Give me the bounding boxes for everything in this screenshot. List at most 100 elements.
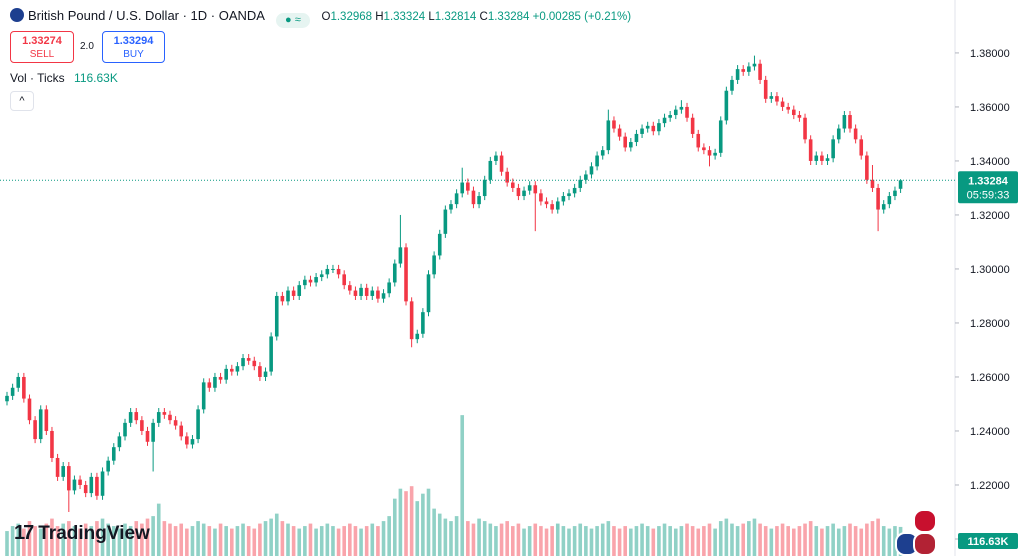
- volume-bar: [561, 526, 566, 556]
- volume-bar: [623, 526, 627, 556]
- volume-bar: [38, 528, 43, 556]
- volume-bar: [432, 508, 436, 556]
- volume-bar: [269, 518, 273, 556]
- volume-bar: [348, 523, 352, 556]
- volume-bar: [808, 521, 813, 556]
- ohlc-change: +0.00285 (+0.21%): [532, 11, 632, 23]
- candle-body: [224, 368, 228, 380]
- flag-icon[interactable]: [913, 509, 937, 533]
- volume-bar: [145, 518, 150, 556]
- y-tick-label: 1.26000: [970, 372, 1010, 384]
- ohlc-high: 1.33324: [383, 11, 426, 23]
- candle-body: [61, 466, 65, 477]
- candle-body: [38, 409, 43, 440]
- y-tick-label: 1.32000: [970, 210, 1010, 222]
- candle-body: [718, 120, 723, 153]
- candle-body: [263, 371, 268, 377]
- volume-bar: [752, 518, 757, 556]
- volume-bar: [67, 521, 71, 556]
- candle-body: [555, 201, 560, 210]
- volume-bar: [286, 523, 290, 556]
- candle-body: [72, 479, 77, 491]
- candle-body: [10, 387, 15, 396]
- volume-bar: [190, 526, 195, 556]
- volume-bar: [511, 526, 515, 556]
- candle-body: [842, 115, 847, 129]
- last-price-box: [958, 171, 1018, 204]
- volume-bar: [5, 531, 9, 556]
- sell-button[interactable]: 1.33274 SELL: [10, 31, 74, 63]
- candle-body: [679, 106, 684, 110]
- candle-body: [128, 412, 133, 423]
- watermark-text: TradingView: [38, 523, 150, 544]
- candle-body: [769, 96, 774, 99]
- y-tick-label: 1.24000: [970, 426, 1010, 438]
- ohlc-prefix: C: [479, 11, 488, 23]
- candle-body: [758, 63, 762, 80]
- candle-body: [881, 204, 886, 210]
- candle-body: [123, 422, 127, 437]
- candle-body: [443, 209, 448, 234]
- candle-body: [370, 290, 375, 296]
- volume-bar: [342, 526, 346, 556]
- candle-body: [207, 382, 212, 388]
- candle-body: [640, 128, 644, 134]
- flag-icon[interactable]: [913, 532, 937, 556]
- candle-body: [713, 152, 717, 156]
- volume-bar: [825, 526, 830, 556]
- volume-bar: [16, 523, 21, 556]
- volume-bar: [111, 526, 116, 556]
- buy-button[interactable]: 1.33294 BUY: [102, 31, 165, 63]
- sell-label: SELL: [29, 49, 55, 60]
- volume-bar: [494, 526, 498, 556]
- candle-body: [398, 247, 403, 264]
- candle-body: [437, 233, 442, 256]
- volume-bar: [584, 526, 588, 556]
- volume-bar: [134, 521, 139, 556]
- volume-bar: [72, 526, 77, 556]
- symbol-title[interactable]: British Pound / U.S. Dollar · 1D · OANDA: [28, 8, 265, 23]
- volume-bar: [763, 526, 768, 556]
- volume-bar: [89, 526, 94, 556]
- volume-bar: [168, 523, 172, 556]
- volume-bar: [848, 523, 852, 556]
- volume-bar: [769, 528, 774, 556]
- candle-body: [449, 204, 453, 210]
- volume-bar: [218, 523, 223, 556]
- candle-body: [213, 376, 217, 388]
- candle-body: [78, 479, 82, 485]
- status-badge[interactable]: ● ≈: [275, 13, 310, 28]
- buy-label: BUY: [123, 49, 144, 60]
- candle-body: [173, 420, 178, 426]
- candle-body: [831, 139, 835, 159]
- volume-bar: [645, 526, 650, 556]
- candle-body: [359, 287, 363, 296]
- candle-body: [887, 196, 892, 205]
- collapse-button[interactable]: ^: [10, 91, 34, 111]
- volume-bar: [319, 526, 324, 556]
- volume-name[interactable]: Vol · Ticks: [10, 71, 65, 85]
- volume-bar: [679, 526, 684, 556]
- volume-bar: [61, 523, 65, 556]
- candle-body: [67, 466, 71, 491]
- candle-body: [690, 117, 695, 134]
- candle-body: [561, 196, 566, 202]
- volume-bar: [224, 526, 228, 556]
- candle-body: [876, 187, 880, 210]
- price-pane: [0, 55, 955, 512]
- candle-body: [707, 150, 712, 156]
- volume-bar: [140, 523, 144, 556]
- candle-body: [825, 158, 830, 161]
- candle-body: [477, 196, 481, 205]
- y-tick-label: 1.28000: [970, 318, 1010, 330]
- candle-body: [645, 125, 650, 129]
- candle-body: [111, 447, 116, 461]
- volume-bar: [629, 528, 633, 556]
- volume-bar: [173, 526, 178, 556]
- volume-bar: [533, 523, 538, 556]
- volume-bar: [27, 521, 32, 556]
- candle-body: [140, 420, 144, 431]
- volume-bar: [78, 528, 82, 556]
- candle-body: [747, 66, 751, 72]
